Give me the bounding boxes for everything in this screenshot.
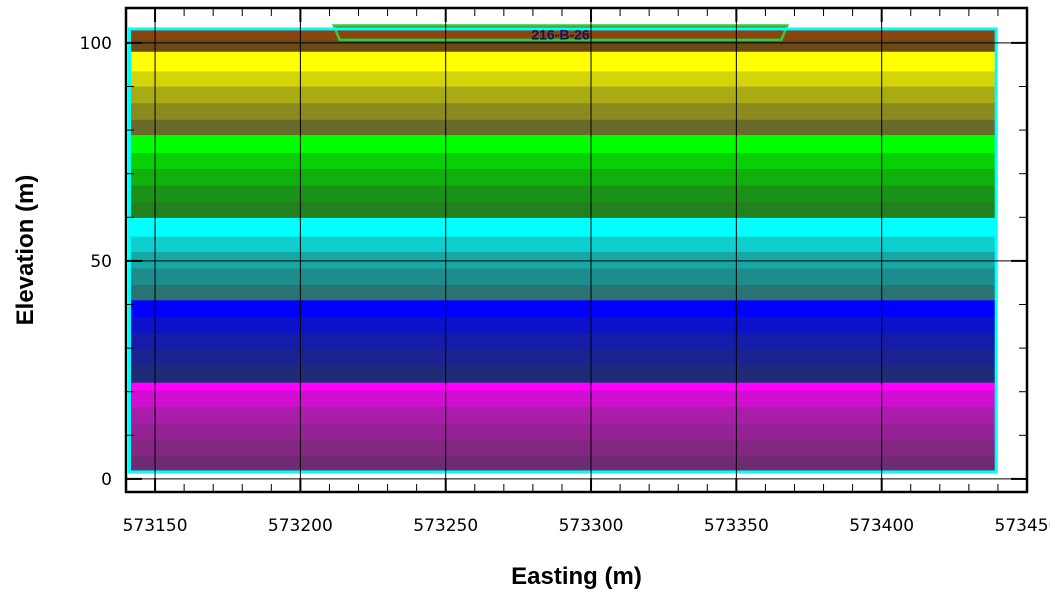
layer-band xyxy=(129,349,997,367)
layer-band xyxy=(129,185,997,203)
gridlines xyxy=(126,8,1027,492)
x-tick-label: 573150 xyxy=(123,516,188,536)
x-tick-label: 573200 xyxy=(268,516,333,536)
layer-band xyxy=(129,267,997,286)
layer-band xyxy=(129,236,997,252)
layer-band xyxy=(129,102,997,120)
layer-band xyxy=(129,168,997,186)
layer-band xyxy=(129,316,997,334)
plot-frame xyxy=(124,6,1029,494)
layer-band xyxy=(129,152,997,170)
layer-band xyxy=(129,332,997,351)
layer-band xyxy=(129,439,997,457)
layer-band xyxy=(129,422,997,440)
layer-band xyxy=(129,51,997,72)
x-tick-label: 573400 xyxy=(849,516,914,536)
stratigraphic-layers xyxy=(129,28,997,473)
x-tick-label: 573250 xyxy=(413,516,478,536)
layer-band xyxy=(129,86,997,104)
layer-band xyxy=(129,119,997,136)
x-axis-title: Easting (m) xyxy=(511,563,642,590)
layer-band xyxy=(129,251,997,269)
y-tick-label: 50 xyxy=(90,252,112,272)
feature-label: 216-B-26 xyxy=(531,27,590,43)
layer-band xyxy=(129,70,997,87)
x-tick-label: 573300 xyxy=(559,516,624,536)
layer-band xyxy=(129,201,997,218)
layer-band xyxy=(129,365,997,383)
layer-band xyxy=(129,406,997,424)
y-tick-labels: 0 50 100 xyxy=(80,34,112,490)
x-tick-label: 573350 xyxy=(704,516,769,536)
layer-band xyxy=(129,217,997,237)
y-axis-title: Elevation (m) xyxy=(12,175,39,326)
layer-band xyxy=(129,284,997,301)
layer-band xyxy=(129,134,997,153)
layer-band xyxy=(129,389,997,408)
x-tick-labels: 573150 573200 573250 573300 573350 573400 5734… xyxy=(123,516,1050,536)
y-tick-label: 0 xyxy=(101,470,112,490)
layer-band xyxy=(129,455,997,473)
model-domain-outline xyxy=(127,27,998,474)
layer-band xyxy=(129,382,997,391)
y-tick-label: 100 xyxy=(80,34,112,54)
axis-ticks xyxy=(125,8,1028,492)
layer-band xyxy=(129,299,997,317)
